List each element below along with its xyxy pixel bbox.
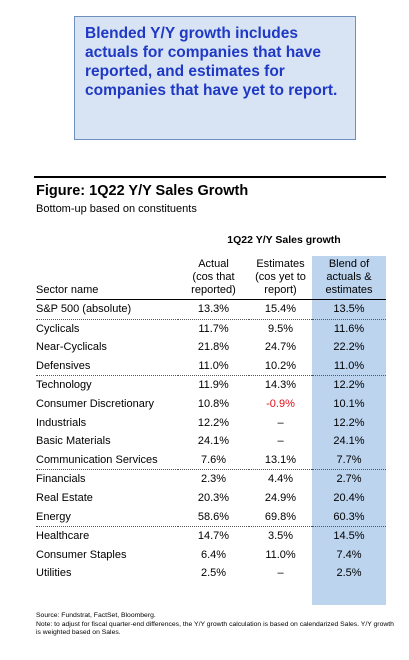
table-row: Cyclicals 11.7% 9.5% 11.6% [36, 319, 386, 338]
header-actual-line: Actual [198, 258, 229, 270]
row-actual: 12.2% [197, 416, 230, 429]
callout-box: Blended Y/Y growth includes actuals for … [74, 16, 356, 140]
row-estimates: -0.9% [266, 397, 295, 410]
row-blend: 7.7% [312, 450, 386, 471]
row-sector: Industrials [36, 416, 87, 429]
callout-text: Blended Y/Y growth includes actuals for … [85, 25, 338, 99]
header-estimates-line: (cos yet to [255, 271, 306, 283]
figure-top-rule [34, 176, 386, 178]
table-row: Financials 2.3% 4.4% 2.7% [36, 470, 386, 489]
table-row: Consumer Staples 6.4% 11.0% 7.4% [36, 546, 386, 565]
row-actual: 21.8% [197, 341, 230, 354]
header-blend-line: estimates [325, 284, 373, 296]
row-sector: Healthcare [36, 530, 90, 543]
row-sector: Consumer Staples [36, 548, 127, 561]
row-blend: 12.2% [333, 416, 365, 429]
row-estimates: 3.5% [267, 530, 294, 543]
row-blend: 11.6% [333, 322, 365, 335]
table-header-row: Sector name Actual (cos that reported) E… [36, 258, 386, 300]
table-row: Utilities 2.5% – 2.5% [36, 564, 386, 583]
table-row: Technology 11.9% 14.3% 12.2% [36, 376, 386, 395]
header-blend-line: Blend of [328, 258, 370, 270]
header-blend-line: actuals & [326, 271, 372, 283]
row-actual: 2.3% [200, 473, 227, 486]
row-estimates: 69.8% [249, 507, 312, 528]
row-actual: 20.3% [197, 491, 230, 504]
row-sector: Utilities [36, 567, 72, 580]
table-row: Real Estate 20.3% 24.9% 20.4% [36, 489, 386, 508]
row-estimates: 13.1% [249, 450, 312, 471]
table-row: Communication Services 7.6% 13.1% 7.7% [36, 450, 386, 471]
row-blend: 7.4% [336, 548, 362, 561]
row-estimates: – [277, 435, 284, 448]
row-sector: Financials [36, 473, 86, 486]
figure-subtitle: Bottom-up based on constituents [36, 203, 197, 215]
row-actual: 6.4% [200, 548, 227, 561]
row-blend: 13.5% [312, 299, 386, 320]
table-row: Near-Cyclicals 21.8% 24.7% 22.2% [36, 338, 386, 357]
row-blend: 60.3% [312, 507, 386, 528]
row-actual: 2.5% [200, 567, 227, 580]
row-estimates: 24.9% [264, 491, 297, 504]
row-estimates: 11.0% [265, 548, 296, 561]
row-blend: 2.5% [336, 567, 362, 580]
row-estimates: – [277, 567, 284, 580]
row-sector: Defensives [36, 356, 178, 377]
row-estimates: – [277, 416, 284, 429]
header-sector: Sector name [36, 258, 178, 300]
table-row: Energy 58.6% 69.8% 60.3% [36, 507, 386, 528]
row-blend: 11.0% [312, 356, 386, 377]
row-sector: Consumer Discretionary [36, 397, 154, 410]
row-actual: 10.8% [197, 397, 230, 410]
row-sector: Communication Services [36, 450, 178, 471]
table-row: S&P 500 (absolute) 13.3% 15.4% 13.5% [36, 299, 386, 320]
table-row: Industrials 12.2% – 12.2% [36, 414, 386, 433]
row-blend: 22.2% [333, 341, 365, 354]
row-actual: 24.1% [197, 435, 230, 448]
header-actual: Actual (cos that reported) [178, 258, 249, 300]
row-actual: 58.6% [178, 507, 249, 528]
row-sector: Near-Cyclicals [36, 341, 107, 354]
row-estimates: 24.7% [264, 341, 297, 354]
row-blend: 10.1% [333, 397, 365, 410]
table-row: Basic Materials 24.1% – 24.1% [36, 432, 386, 451]
table-row: Defensives 11.0% 10.2% 11.0% [36, 356, 386, 377]
row-sector: Basic Materials [36, 435, 111, 448]
row-actual: 11.0% [178, 356, 249, 377]
row-estimates: 4.4% [267, 473, 294, 486]
footnote-note: Note: to adjust for fiscal quarter-end d… [36, 620, 394, 637]
row-blend: 12.2% [333, 379, 365, 392]
row-sector: S&P 500 (absolute) [36, 299, 178, 320]
row-blend: 2.7% [336, 473, 362, 486]
table-group-header: 1Q22 Y/Y Sales growth [227, 234, 341, 246]
row-sector: Cyclicals [36, 322, 80, 335]
row-actual: 14.7% [197, 530, 230, 543]
header-actual-line: reported) [191, 284, 236, 296]
sales-growth-table: Sector name Actual (cos that reported) E… [36, 258, 386, 583]
figure-title: Figure: 1Q22 Y/Y Sales Growth [36, 183, 249, 199]
header-estimates: Estimates (cos yet to report) [249, 258, 312, 300]
row-blend: 14.5% [333, 530, 365, 543]
header-estimates-line: report) [264, 284, 297, 296]
header-estimates-line: Estimates [256, 258, 305, 270]
table-row: Consumer Discretionary 10.8% -0.9% 10.1% [36, 395, 386, 414]
row-actual: 11.9% [198, 379, 229, 392]
row-sector: Technology [36, 379, 92, 392]
row-actual: 13.3% [178, 299, 249, 320]
row-actual: 7.6% [178, 450, 249, 471]
row-estimates: 14.3% [264, 379, 297, 392]
row-estimates: 10.2% [249, 356, 312, 377]
footnote-source: Source: Fundstrat, FactSet, Bloomberg. [36, 612, 156, 619]
footnote: Source: Fundstrat, FactSet, Bloomberg. N… [36, 612, 396, 638]
row-estimates: 15.4% [249, 299, 312, 320]
row-sector: Real Estate [36, 491, 93, 504]
row-blend: 20.4% [333, 491, 365, 504]
header-actual-line: (cos that [192, 271, 235, 283]
row-blend: 24.1% [333, 435, 365, 448]
row-actual: 11.7% [198, 322, 229, 335]
row-sector: Energy [36, 507, 178, 528]
row-estimates: 9.5% [267, 322, 294, 335]
header-blend: Blend of actuals & estimates [312, 258, 386, 300]
table-row: Healthcare 14.7% 3.5% 14.5% [36, 527, 386, 546]
